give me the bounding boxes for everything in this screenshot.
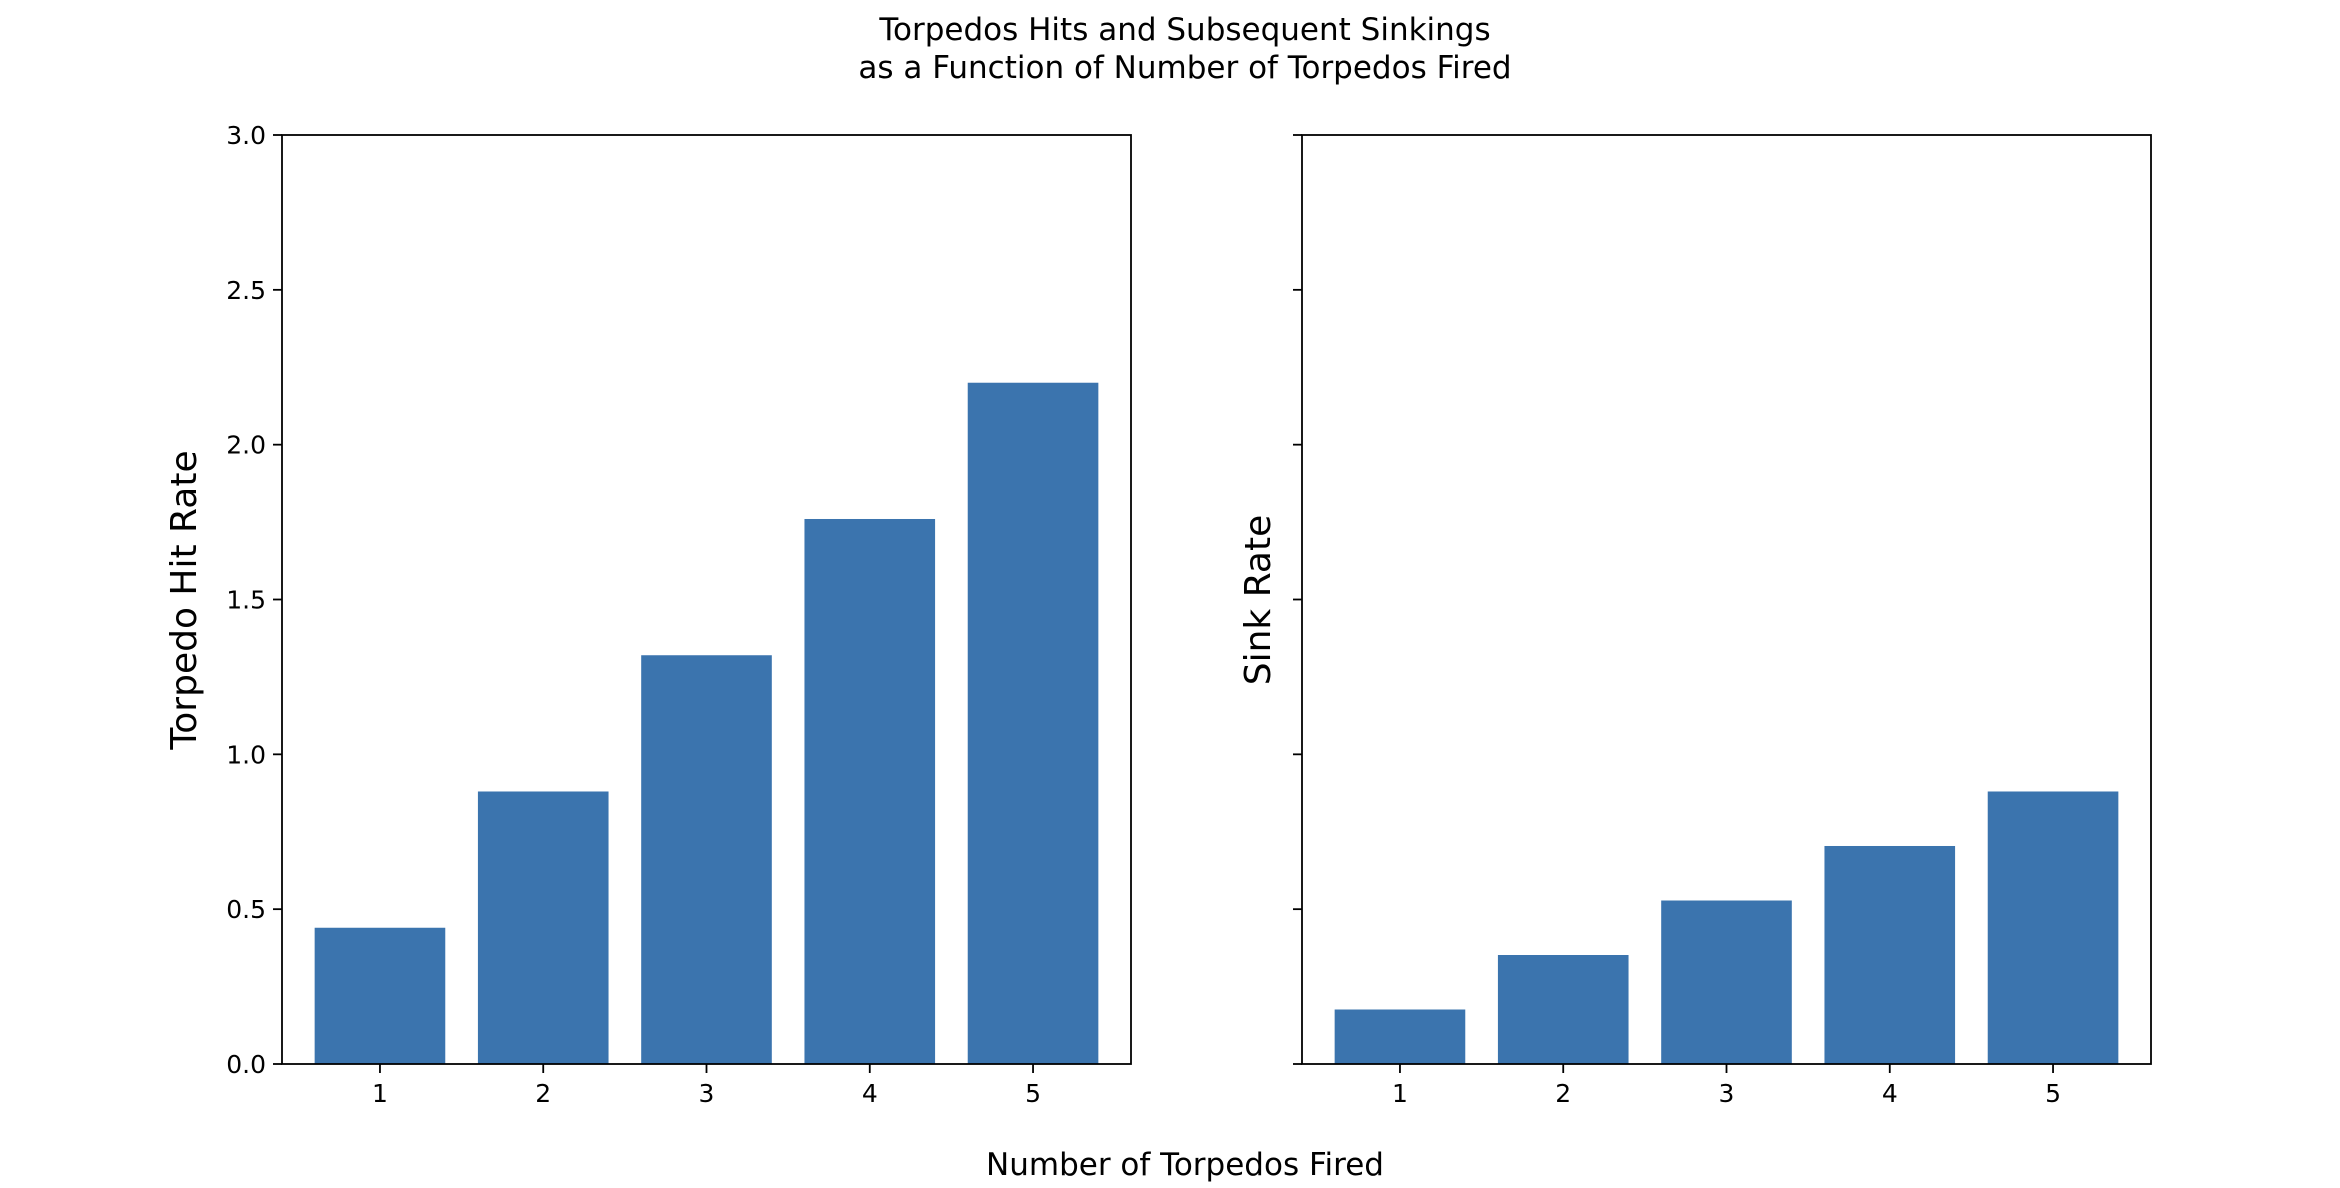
x-tick-label: 3 <box>1719 1079 1735 1108</box>
x-tick-label: 5 <box>2045 1079 2061 1108</box>
y-tick-label: 0.5 <box>226 895 266 924</box>
x-tick-label: 2 <box>535 1079 551 1108</box>
bar-hit-rate-1 <box>314 927 446 1064</box>
sink-rate-panel: Sink Rate 1 2 3 4 5 <box>1238 134 2152 1108</box>
bar-sink-rate-1 <box>1334 1009 1466 1064</box>
x-tick-label: 2 <box>1555 1079 1571 1108</box>
bar-sink-rate-2 <box>1497 955 1629 1064</box>
sink-rate-ylabel: Sink Rate <box>1238 515 1279 686</box>
y-tick-label: 3.0 <box>226 121 266 150</box>
hit-rate-ylabel: Torpedo Hit Rate <box>164 450 205 750</box>
chart-title-line1: Torpedos Hits and Subsequent Sinkings <box>878 12 1490 48</box>
x-tick-label: 4 <box>1882 1079 1898 1108</box>
bar-hit-rate-4 <box>804 518 936 1064</box>
y-tick-label: 1.5 <box>226 586 266 615</box>
bar-hit-rate-3 <box>641 655 772 1064</box>
x-tick-label: 1 <box>1392 1079 1408 1108</box>
x-tick-label: 3 <box>699 1079 715 1108</box>
bar-hit-rate-5 <box>967 382 1099 1065</box>
x-tick-label: 5 <box>1025 1079 1041 1108</box>
y-tick-label: 2.5 <box>226 276 266 305</box>
x-tick-label: 4 <box>862 1079 878 1108</box>
y-tick-label: 1.0 <box>226 740 266 769</box>
y-tick-label: 2.0 <box>226 431 266 460</box>
bar-sink-rate-5 <box>1987 791 2119 1064</box>
hit-rate-panel: Torpedo Hit Rate 0.0 0.5 1.0 1.5 2.0 2.5 3.0 1 2… <box>164 121 1132 1108</box>
x-tick-label: 1 <box>372 1079 388 1108</box>
bar-sink-rate-3 <box>1661 900 1792 1064</box>
bar-sink-rate-4 <box>1824 845 1956 1064</box>
y-tick-label: 0.0 <box>226 1050 266 1079</box>
x-axis-label: Number of Torpedos Fired <box>986 1147 1384 1183</box>
chart-title-line2: as a Function of Number of Torpedos Fire… <box>858 50 1511 86</box>
bar-hit-rate-2 <box>477 791 609 1064</box>
